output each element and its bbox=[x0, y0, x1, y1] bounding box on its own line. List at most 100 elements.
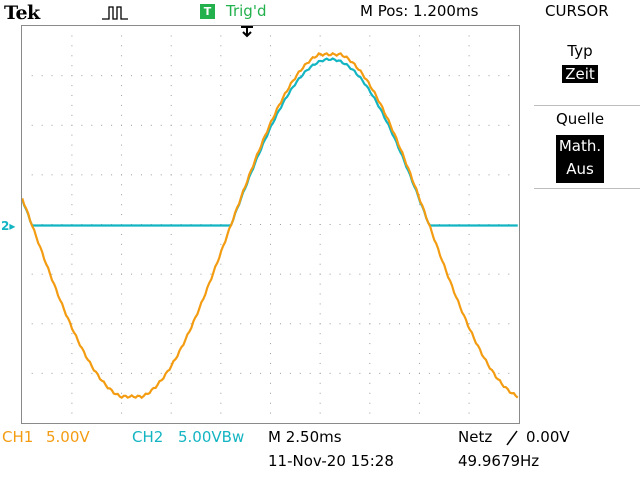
ch1-waveform bbox=[22, 51, 519, 400]
grid-dot bbox=[448, 372, 450, 374]
grid-dot bbox=[121, 313, 123, 315]
grid-dot bbox=[170, 343, 172, 345]
grid-dot bbox=[329, 372, 331, 374]
grid-dot bbox=[150, 372, 152, 374]
grid-dot bbox=[319, 35, 321, 37]
source-value-button[interactable]: Math. Aus bbox=[556, 135, 604, 183]
grid-dot bbox=[418, 362, 420, 364]
grid-dot bbox=[81, 372, 83, 374]
grid-dot bbox=[270, 85, 271, 87]
grid-dot bbox=[359, 224, 361, 225]
grid-dot bbox=[140, 174, 142, 176]
grid-dot bbox=[121, 402, 123, 404]
grid-dot bbox=[349, 372, 351, 374]
grid-dot bbox=[319, 283, 321, 285]
grid-dot bbox=[498, 273, 500, 275]
grid-dot bbox=[270, 313, 271, 315]
grid-dot bbox=[230, 124, 232, 126]
grid-dot bbox=[220, 174, 222, 176]
source-value-line1: Math. bbox=[558, 137, 602, 155]
grid-dot bbox=[71, 184, 73, 186]
grid-dot bbox=[220, 104, 222, 106]
grid-dot bbox=[389, 75, 391, 77]
grid-dot bbox=[270, 214, 271, 216]
grid-dot bbox=[91, 372, 93, 374]
grid-dot bbox=[508, 124, 510, 126]
grid-dot bbox=[369, 75, 371, 77]
grid-dot bbox=[210, 124, 212, 126]
grid-dot bbox=[270, 303, 271, 305]
grid-dot bbox=[359, 372, 361, 374]
grid-dot bbox=[379, 323, 381, 325]
grid-dot bbox=[71, 402, 73, 404]
grid-dot bbox=[121, 283, 123, 285]
grid-dot bbox=[220, 233, 222, 235]
grid-dot bbox=[468, 164, 470, 166]
grid-dot bbox=[508, 273, 510, 275]
trigger-level: 0.00V bbox=[526, 428, 570, 446]
grid-dot bbox=[200, 273, 202, 275]
grid-dot bbox=[468, 35, 470, 37]
grid-dot bbox=[468, 412, 470, 414]
grid-dot bbox=[270, 45, 271, 47]
grid-dot bbox=[309, 124, 311, 126]
grid-dot bbox=[170, 164, 172, 166]
grid-dot bbox=[160, 323, 162, 325]
grid-dot bbox=[369, 94, 371, 96]
grid-dot bbox=[71, 303, 73, 305]
type-value-button[interactable]: Zeit bbox=[562, 65, 598, 83]
grid-dot bbox=[309, 273, 311, 275]
grid-dot bbox=[309, 75, 311, 77]
grid-dot bbox=[418, 144, 420, 146]
grid-dot bbox=[121, 124, 123, 126]
grid-dot bbox=[270, 144, 271, 146]
grid-dot bbox=[418, 124, 420, 126]
grid-dot bbox=[170, 353, 172, 355]
grid-dot bbox=[101, 174, 103, 176]
grid-dot bbox=[260, 323, 262, 325]
grid-dot bbox=[270, 333, 271, 335]
grid-dot bbox=[379, 174, 381, 176]
brand-logo: Tek bbox=[4, 2, 40, 24]
grid-dot bbox=[190, 372, 192, 374]
grid-dot bbox=[240, 124, 242, 126]
grid-dot bbox=[488, 75, 490, 77]
grid-dot bbox=[240, 323, 242, 325]
grid-dot bbox=[319, 184, 321, 186]
grid-dot bbox=[339, 75, 341, 77]
grid-dot bbox=[250, 224, 252, 225]
grid-dot bbox=[319, 233, 321, 235]
grid-dot bbox=[200, 124, 202, 126]
grid-dot bbox=[319, 412, 321, 414]
grid-dot bbox=[389, 323, 391, 325]
grid-dot bbox=[150, 75, 152, 77]
grid-dot bbox=[121, 204, 123, 206]
grid-dot bbox=[418, 174, 420, 176]
grid-dot bbox=[508, 372, 510, 374]
grid-dot bbox=[121, 45, 123, 47]
grid-dot bbox=[81, 174, 83, 176]
grid-dot bbox=[150, 273, 152, 275]
grid-dot bbox=[170, 94, 172, 96]
grid-dot bbox=[121, 362, 123, 364]
grid-dot bbox=[468, 114, 470, 116]
grid-dot bbox=[478, 323, 480, 325]
grid-dot bbox=[468, 174, 470, 176]
grid-dot bbox=[101, 372, 103, 374]
grid-dot bbox=[468, 75, 470, 77]
grid-dot bbox=[121, 343, 123, 345]
grid-dot bbox=[468, 45, 470, 47]
grid-dot bbox=[230, 273, 232, 275]
grid-dot bbox=[240, 224, 242, 225]
grid-dot bbox=[468, 323, 470, 325]
grid-dot bbox=[319, 75, 321, 77]
grid-dot bbox=[448, 273, 450, 275]
grid-dot bbox=[71, 114, 73, 116]
grid-dot bbox=[399, 372, 401, 374]
grid-dot bbox=[131, 75, 132, 77]
grid-dot bbox=[379, 124, 381, 126]
grid-dot bbox=[240, 174, 242, 176]
grid-dot bbox=[51, 75, 53, 77]
rising-edge-icon bbox=[506, 430, 518, 446]
grid-dot bbox=[61, 174, 63, 176]
